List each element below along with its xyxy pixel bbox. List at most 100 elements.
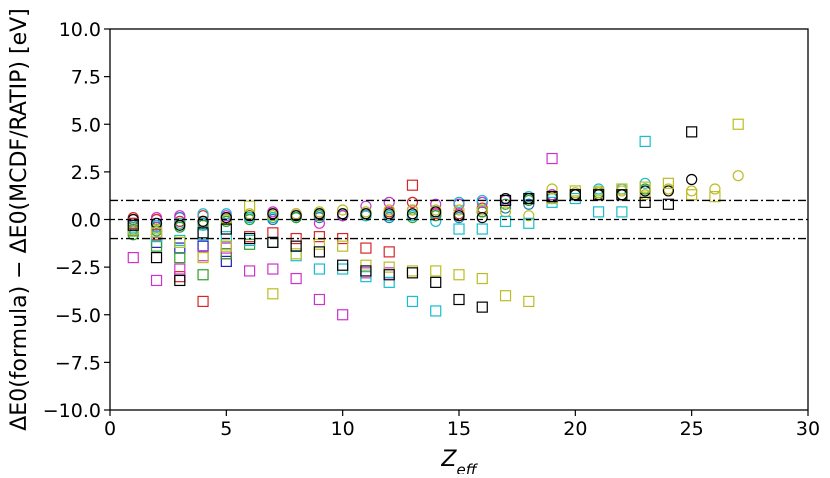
data-point-square xyxy=(383,269,395,281)
data-point-square xyxy=(197,227,209,239)
data-point-square xyxy=(709,191,721,203)
data-point-square xyxy=(639,181,651,193)
data-point-square xyxy=(406,295,419,308)
x-tick-label: 15 xyxy=(447,418,471,440)
data-point-square xyxy=(313,293,325,306)
data-point-square xyxy=(313,238,325,250)
data-point-square xyxy=(360,259,372,271)
data-point-square xyxy=(476,301,488,313)
data-point-square xyxy=(313,246,325,258)
data-point-square xyxy=(430,276,442,288)
data-point-circle xyxy=(383,204,395,216)
data-point-circle xyxy=(686,173,698,186)
data-point-square xyxy=(174,263,186,275)
data-point-circle xyxy=(406,204,419,216)
data-point-square xyxy=(476,223,488,235)
data-point-square xyxy=(616,189,628,201)
x-tick-label: 5 xyxy=(220,418,232,440)
y-tick-label: 10.0 xyxy=(59,19,101,41)
data-point-circle xyxy=(150,211,163,224)
data-point-square xyxy=(244,265,256,277)
y-tick-label: −2.5 xyxy=(55,257,101,279)
data-point-square xyxy=(150,252,163,264)
data-point-circle xyxy=(406,196,419,208)
x-axis-title-subscript: eff xyxy=(457,461,479,474)
y-tick-label: 0.0 xyxy=(71,210,101,232)
data-point-square xyxy=(290,240,302,252)
data-point-circle xyxy=(453,204,465,216)
data-point-square xyxy=(360,242,372,254)
data-point-circle xyxy=(732,170,744,182)
data-point-square xyxy=(616,183,628,195)
data-point-square xyxy=(383,246,395,258)
data-point-square xyxy=(267,288,279,300)
data-point-square xyxy=(313,263,325,275)
data-point-square xyxy=(220,223,232,235)
y-tick-label: −5.0 xyxy=(55,305,101,327)
data-point-circle xyxy=(686,185,698,197)
data-point-circle xyxy=(197,208,209,220)
data-point-square xyxy=(383,276,395,288)
data-point-square xyxy=(174,252,186,264)
data-point-square xyxy=(337,259,349,271)
data-point-square xyxy=(150,227,163,239)
data-point-square xyxy=(174,236,186,248)
data-point-square xyxy=(150,240,163,252)
data-point-square xyxy=(360,271,372,283)
data-point-square xyxy=(639,196,651,208)
data-point-square xyxy=(639,135,651,147)
data-point-circle xyxy=(430,210,442,222)
data-point-square xyxy=(197,252,209,264)
data-point-square xyxy=(662,177,675,189)
data-point-circle xyxy=(290,210,302,222)
data-point-square xyxy=(406,179,419,191)
data-point-square xyxy=(197,269,209,281)
y-tick-label: 2.5 xyxy=(71,162,101,184)
data-point-circle xyxy=(406,208,419,220)
data-point-square xyxy=(220,240,232,252)
y-tick-label: −10.0 xyxy=(43,400,101,422)
data-point-square xyxy=(430,305,442,317)
data-point-square xyxy=(197,295,209,308)
data-point-square xyxy=(732,118,744,130)
data-point-circle xyxy=(337,204,349,216)
data-point-square xyxy=(430,265,442,277)
x-tick-label: 30 xyxy=(796,418,820,440)
data-point-circle xyxy=(174,219,186,231)
data-point-square xyxy=(337,240,349,252)
data-point-square xyxy=(150,274,163,287)
data-point-square xyxy=(174,271,186,283)
data-point-square xyxy=(244,238,256,250)
data-point-square xyxy=(127,219,139,231)
data-point-square xyxy=(220,255,232,268)
data-point-square xyxy=(499,215,512,228)
data-point-square xyxy=(453,293,465,306)
data-point-circle xyxy=(430,206,442,218)
data-point-square xyxy=(174,242,186,254)
data-point-square xyxy=(523,217,535,229)
data-point-square xyxy=(523,295,535,308)
data-point-square xyxy=(499,290,512,302)
data-point-circle xyxy=(383,196,395,208)
data-point-square xyxy=(313,231,325,243)
data-point-square xyxy=(220,231,232,243)
data-point-circle xyxy=(430,198,442,210)
data-point-square xyxy=(546,191,558,203)
x-tick-label: 20 xyxy=(563,418,587,440)
data-point-square xyxy=(337,263,349,275)
data-point-circle xyxy=(476,204,488,216)
data-point-square xyxy=(267,263,279,275)
x-axis-title: Zeff xyxy=(440,447,478,474)
data-marks xyxy=(127,118,744,321)
data-point-square xyxy=(523,192,535,205)
y-axis-title: ΔE0(formula) − ΔE0(MCDF/RATIP) [eV] xyxy=(7,8,32,431)
data-point-square xyxy=(197,240,209,252)
data-point-square xyxy=(592,189,605,201)
data-point-circle xyxy=(220,208,232,220)
data-point-square xyxy=(267,227,279,239)
data-point-square xyxy=(662,198,675,210)
data-point-square xyxy=(453,269,465,281)
data-point-square xyxy=(453,223,465,235)
